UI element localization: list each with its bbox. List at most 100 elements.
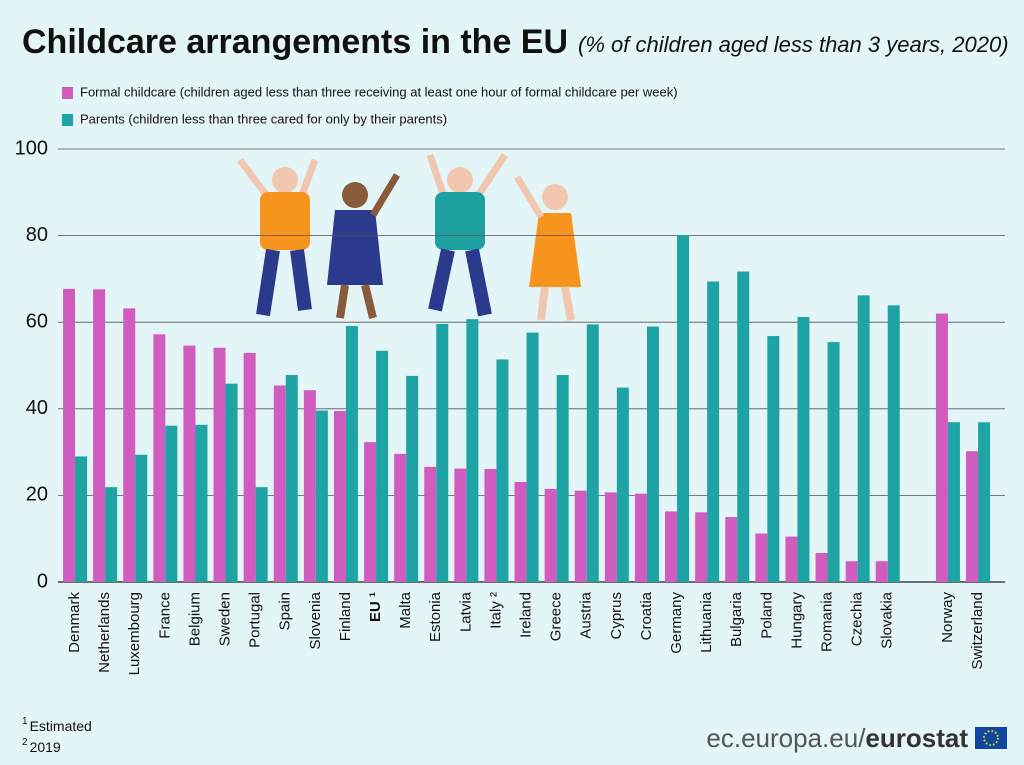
child-figure	[327, 173, 401, 319]
x-tick-label: Spain	[277, 592, 294, 630]
x-tick-label: Luxembourg	[126, 592, 143, 675]
footnote-mark: 1	[22, 716, 28, 727]
bar	[677, 235, 690, 583]
bar	[376, 350, 389, 582]
bar	[966, 451, 979, 582]
bar	[935, 313, 948, 582]
bar	[526, 332, 539, 582]
bar	[947, 422, 960, 582]
bar	[243, 352, 256, 582]
bar	[556, 375, 569, 582]
child-figure	[513, 175, 581, 321]
x-tick-label: Lithuania	[698, 591, 715, 653]
bar	[165, 425, 178, 582]
bar	[586, 324, 599, 582]
bar	[466, 319, 479, 582]
x-tick-label: Netherlands	[96, 592, 113, 673]
x-tick-label: France	[156, 592, 173, 639]
eu-stars	[983, 730, 999, 746]
bar	[75, 456, 88, 582]
bar	[845, 561, 858, 582]
x-tick-label: Austria	[578, 591, 595, 638]
x-tick-label: Denmark	[66, 592, 83, 653]
x-tick-label: Ireland	[518, 592, 535, 638]
bar	[707, 281, 720, 582]
source-domain: ec.europa.eu/	[706, 723, 866, 753]
x-tick-label: Poland	[758, 592, 775, 639]
bar	[604, 492, 617, 582]
legend-label: Formal childcare (children aged less tha…	[80, 84, 678, 99]
y-tick-label: 100	[15, 137, 48, 159]
x-tick-label: Switzerland	[969, 592, 986, 670]
bar	[544, 488, 557, 582]
source-brand: eurostat	[865, 723, 968, 753]
legend-swatch	[62, 87, 73, 99]
chart-subtitle: (% of children aged less than 3 years, 2…	[578, 32, 1008, 57]
bar	[514, 481, 527, 582]
bar	[364, 442, 377, 582]
y-tick-label: 60	[26, 310, 48, 332]
bar	[105, 487, 118, 582]
bar	[424, 466, 437, 582]
source: ec.europa.eu/eurostat	[706, 723, 968, 753]
footnote-mark: 2	[22, 737, 28, 748]
bar	[695, 512, 708, 582]
footnote: 2 2019	[22, 737, 61, 755]
y-tick-label: 40	[26, 397, 48, 419]
bar	[303, 390, 316, 582]
x-tick-label: Malta	[397, 591, 414, 628]
x-tick-label: Germany	[668, 592, 685, 654]
eu-flag	[975, 727, 1007, 749]
legend-swatch	[62, 114, 73, 126]
bar	[827, 342, 840, 582]
x-tick-label: Romania	[819, 591, 836, 652]
bar	[63, 288, 76, 582]
bar	[333, 410, 346, 582]
x-tick-label: Hungary	[788, 592, 805, 649]
bar	[153, 334, 166, 582]
x-tick-label: Belgium	[186, 592, 203, 646]
chart-title: Childcare arrangements in the EU	[22, 23, 568, 61]
x-tick-label: Croatia	[638, 591, 655, 640]
y-tick-label: 80	[26, 224, 48, 246]
bar	[978, 422, 991, 582]
bar	[406, 375, 419, 582]
bar	[195, 424, 208, 582]
bar	[815, 552, 828, 582]
bar	[887, 305, 900, 582]
bar	[213, 347, 226, 582]
bar	[454, 468, 467, 582]
x-tick-label: EU ¹	[367, 592, 384, 622]
x-tick-label: Czechia	[849, 591, 866, 646]
footnote: 1 Estimated	[22, 716, 92, 734]
bar	[255, 487, 268, 582]
y-tick-label: 0	[37, 570, 48, 592]
bar	[797, 317, 810, 582]
bar	[183, 345, 196, 582]
x-tick-label: Slovenia	[307, 591, 324, 649]
bar	[93, 289, 106, 582]
bar	[273, 385, 286, 582]
bar	[616, 387, 629, 582]
x-tick-label: Portugal	[247, 592, 264, 648]
bar	[785, 536, 798, 582]
bar	[484, 468, 497, 582]
bar	[285, 375, 298, 582]
footnote-text: 2019	[30, 739, 61, 755]
bar	[665, 511, 678, 582]
bar	[123, 308, 136, 582]
y-tick-label: 20	[26, 484, 48, 506]
x-tick-label: Finland	[337, 592, 354, 641]
bar	[394, 453, 407, 582]
x-tick-label: Norway	[939, 592, 956, 643]
x-tick-label: Italy ²	[487, 592, 504, 629]
bar	[496, 359, 509, 582]
bar	[225, 383, 238, 582]
bar	[436, 323, 449, 582]
bar	[345, 326, 358, 582]
bar	[646, 326, 659, 582]
bar	[737, 271, 750, 582]
bar	[875, 561, 888, 582]
bar	[857, 295, 870, 582]
